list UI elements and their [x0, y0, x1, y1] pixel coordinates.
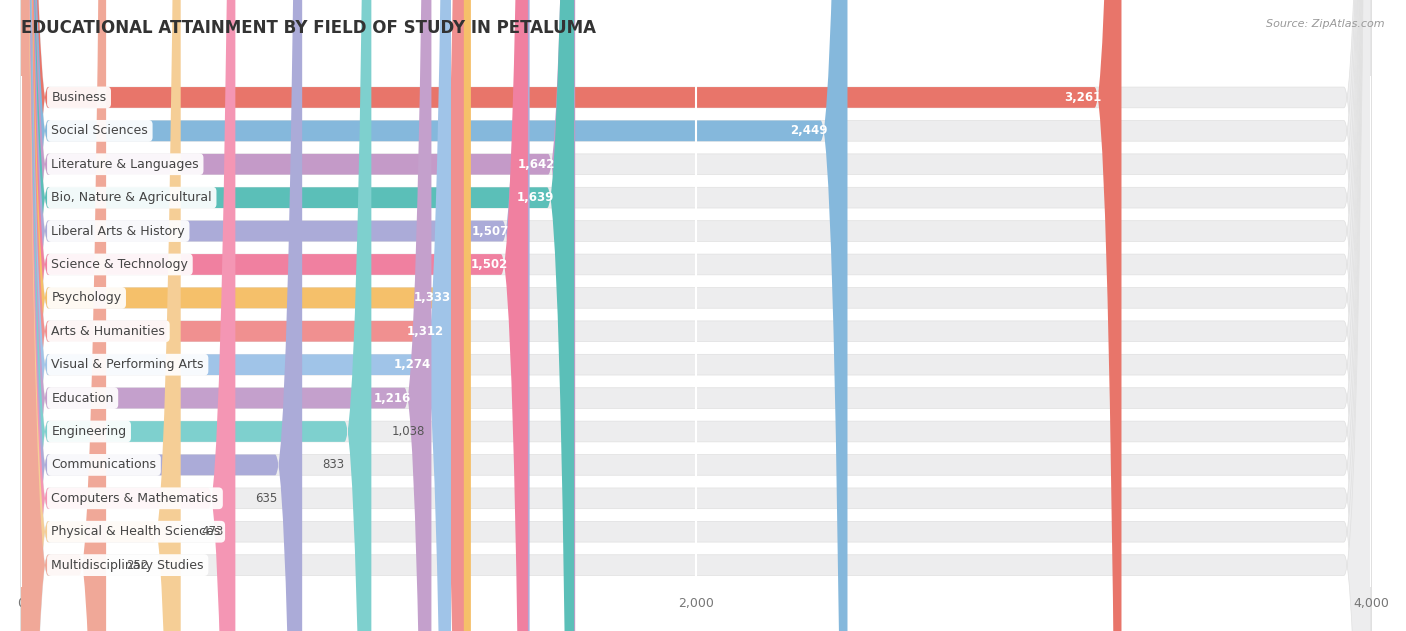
Text: 2,449: 2,449 — [790, 124, 827, 138]
Text: 1,507: 1,507 — [472, 225, 509, 237]
Text: 1,312: 1,312 — [406, 325, 443, 338]
Text: Multidisciplinary Studies: Multidisciplinary Studies — [52, 558, 204, 572]
Text: 1,642: 1,642 — [517, 158, 555, 171]
Text: 1,639: 1,639 — [516, 191, 554, 204]
Text: 1,502: 1,502 — [471, 258, 508, 271]
FancyBboxPatch shape — [21, 0, 574, 631]
FancyBboxPatch shape — [21, 0, 181, 631]
FancyBboxPatch shape — [21, 0, 527, 631]
Text: 1,216: 1,216 — [374, 392, 411, 404]
FancyBboxPatch shape — [21, 0, 1371, 631]
FancyBboxPatch shape — [21, 0, 302, 631]
Text: Education: Education — [52, 392, 114, 404]
FancyBboxPatch shape — [21, 0, 1371, 631]
FancyBboxPatch shape — [21, 0, 1371, 631]
FancyBboxPatch shape — [21, 0, 1371, 631]
Text: Science & Technology: Science & Technology — [52, 258, 188, 271]
Text: Engineering: Engineering — [52, 425, 127, 438]
Text: 3,261: 3,261 — [1064, 91, 1101, 104]
Text: Social Sciences: Social Sciences — [52, 124, 148, 138]
FancyBboxPatch shape — [21, 0, 1371, 631]
FancyBboxPatch shape — [21, 0, 1371, 631]
Text: Visual & Performing Arts: Visual & Performing Arts — [52, 358, 204, 371]
FancyBboxPatch shape — [21, 0, 1371, 631]
FancyBboxPatch shape — [21, 0, 1371, 631]
FancyBboxPatch shape — [21, 0, 1371, 631]
FancyBboxPatch shape — [21, 0, 530, 631]
FancyBboxPatch shape — [21, 0, 1371, 631]
Text: Computers & Mathematics: Computers & Mathematics — [52, 492, 218, 505]
Text: Source: ZipAtlas.com: Source: ZipAtlas.com — [1267, 19, 1385, 29]
Text: 635: 635 — [256, 492, 278, 505]
FancyBboxPatch shape — [21, 0, 1371, 631]
Text: 1,333: 1,333 — [413, 292, 451, 304]
Text: 252: 252 — [127, 558, 149, 572]
Text: Literature & Languages: Literature & Languages — [52, 158, 200, 171]
Text: Bio, Nature & Agricultural: Bio, Nature & Agricultural — [52, 191, 212, 204]
Text: Business: Business — [52, 91, 107, 104]
FancyBboxPatch shape — [21, 0, 451, 631]
FancyBboxPatch shape — [21, 0, 1122, 631]
FancyBboxPatch shape — [21, 0, 1371, 631]
FancyBboxPatch shape — [21, 0, 1371, 631]
FancyBboxPatch shape — [21, 0, 432, 631]
Text: 833: 833 — [322, 458, 344, 471]
FancyBboxPatch shape — [21, 0, 371, 631]
FancyBboxPatch shape — [21, 0, 235, 631]
Text: 473: 473 — [201, 525, 224, 538]
Text: Arts & Humanities: Arts & Humanities — [52, 325, 166, 338]
FancyBboxPatch shape — [21, 0, 464, 631]
Text: Liberal Arts & History: Liberal Arts & History — [52, 225, 186, 237]
FancyBboxPatch shape — [21, 0, 575, 631]
Text: 1,274: 1,274 — [394, 358, 430, 371]
Text: Communications: Communications — [52, 458, 156, 471]
Text: 1,038: 1,038 — [392, 425, 425, 438]
FancyBboxPatch shape — [21, 0, 105, 631]
Text: Physical & Health Sciences: Physical & Health Sciences — [52, 525, 221, 538]
Text: Psychology: Psychology — [52, 292, 121, 304]
FancyBboxPatch shape — [21, 0, 848, 631]
FancyBboxPatch shape — [21, 0, 1371, 631]
FancyBboxPatch shape — [21, 0, 471, 631]
FancyBboxPatch shape — [21, 0, 1371, 631]
Text: EDUCATIONAL ATTAINMENT BY FIELD OF STUDY IN PETALUMA: EDUCATIONAL ATTAINMENT BY FIELD OF STUDY… — [21, 19, 596, 37]
